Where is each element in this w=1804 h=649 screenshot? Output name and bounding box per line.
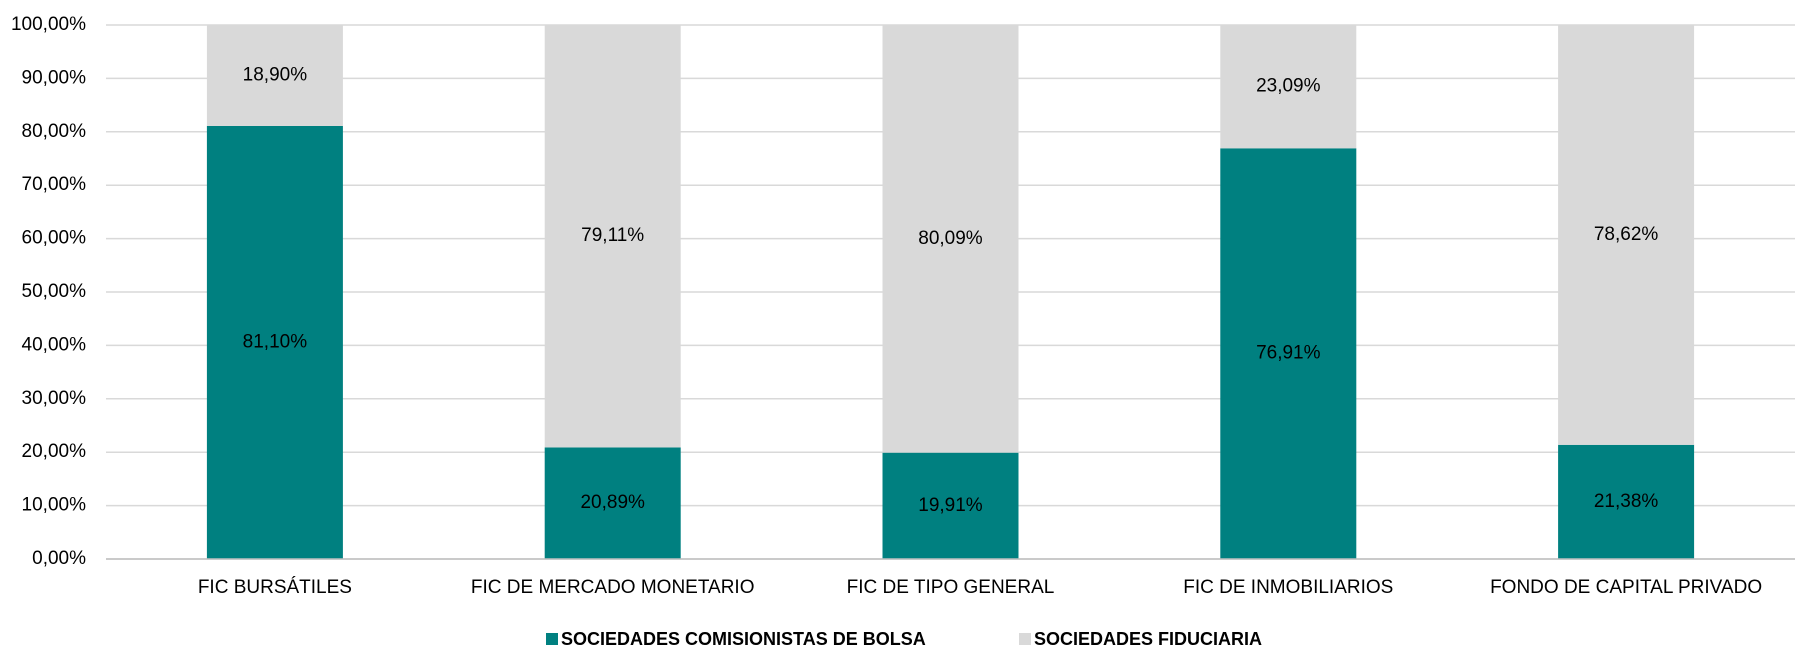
legend-label: SOCIEDADES FIDUCIARIA [1034,629,1262,649]
bar-segment [1558,25,1695,445]
y-tick-label: 60,00% [22,228,87,249]
y-tick-label: 10,00% [22,495,87,516]
x-tick-label: FIC DE TIPO GENERAL [847,577,1055,598]
data-label: 21,38% [1594,491,1659,512]
legend-label: SOCIEDADES COMISIONISTAS DE BOLSA [561,629,926,649]
y-tick-label: 70,00% [22,174,87,195]
y-tick-label: 20,00% [22,441,87,462]
bar-segment [882,25,1019,453]
x-tick-label: FONDO DE CAPITAL PRIVADO [1490,577,1762,598]
bar-segment [1558,444,1695,559]
data-label: 20,89% [580,492,645,513]
y-tick-label: 80,00% [22,121,87,142]
legend-marker [546,633,558,645]
y-tick-label: 40,00% [22,334,87,355]
bar-segment [1220,25,1357,149]
y-tick-label: 100,00% [11,14,86,35]
data-label: 18,90% [243,64,308,85]
x-tick-label: FIC DE MERCADO MONETARIO [471,577,755,598]
bar-segment [206,125,343,560]
data-label: 80,09% [918,228,983,249]
data-label: 19,91% [918,495,983,516]
bar-segment [1220,148,1357,559]
data-label: 78,62% [1594,224,1659,245]
bar-segment [544,25,681,448]
data-label: 81,10% [243,331,308,352]
legend-marker [1019,633,1031,645]
bar-segment [206,25,343,126]
y-tick-label: 30,00% [22,388,87,409]
y-tick-label: 90,00% [22,67,87,88]
y-tick-label: 0,00% [32,548,86,569]
data-label: 23,09% [1256,76,1321,97]
bar-segment [882,452,1019,559]
x-tick-label: FIC DE INMOBILIARIOS [1183,577,1393,598]
data-label: 79,11% [581,225,644,246]
bar-segment [544,447,681,559]
x-tick-label: FIC BURSÁTILES [198,577,352,598]
y-tick-label: 50,00% [22,281,87,302]
data-label: 76,91% [1256,343,1321,364]
